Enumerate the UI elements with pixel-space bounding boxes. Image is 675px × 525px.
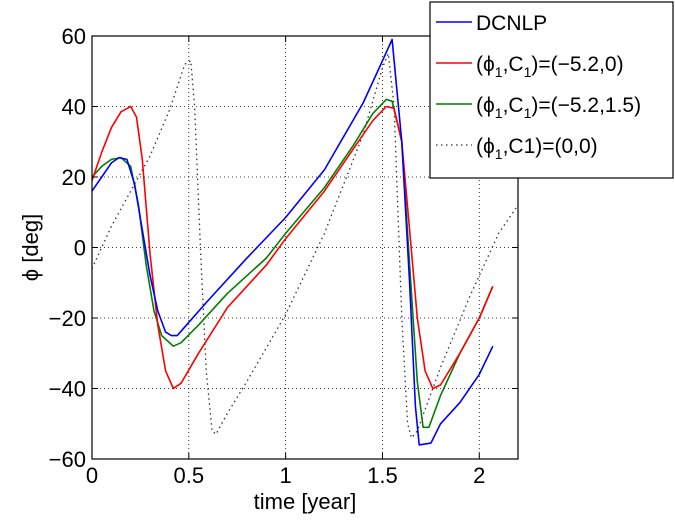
y-axis-unit: [deg] [18,214,43,269]
axis-ticks: 0 0.5 1 1.5 2 −60 −40 −20 0 20 40 60 [49,24,518,488]
y-tick-label: −20 [49,306,86,331]
y-tick-label: 60 [62,24,86,49]
x-tick-label: 1 [280,463,292,488]
x-axis-title: time [year] [254,489,357,514]
y-tick-label: 40 [62,95,86,120]
y-tick-label: −40 [49,377,86,402]
series-line [91,105,494,390]
legend: DCNLP (ϕ1,C1)=(−5.2,0) (ϕ1,C1)=(−5.2,1.5) (… [429,1,674,179]
series-line [91,38,494,446]
x-tick-label: 2 [473,463,485,488]
series-line [91,52,519,439]
y-axis-title: ϕ [deg] [18,214,43,281]
legend-label: (ϕ1,C1)=(−5.2,0) [476,53,624,80]
legend-label: (ϕ1,C1)=(0,0) [476,135,598,162]
legend-label: DCNLP [476,12,547,35]
series-lines [91,38,519,446]
y-axis-symbol: ϕ [18,269,43,281]
x-tick-label: 1.5 [367,463,398,488]
legend-label: (ϕ1,C1)=(−5.2,1.5) [476,94,641,121]
y-tick-label: 20 [62,165,86,190]
y-tick-label: −60 [49,447,86,472]
grid [92,36,518,459]
x-tick-label: 0 [86,463,98,488]
x-tick-label: 0.5 [174,463,205,488]
legend-box [429,1,674,179]
y-tick-label: 0 [74,236,86,261]
